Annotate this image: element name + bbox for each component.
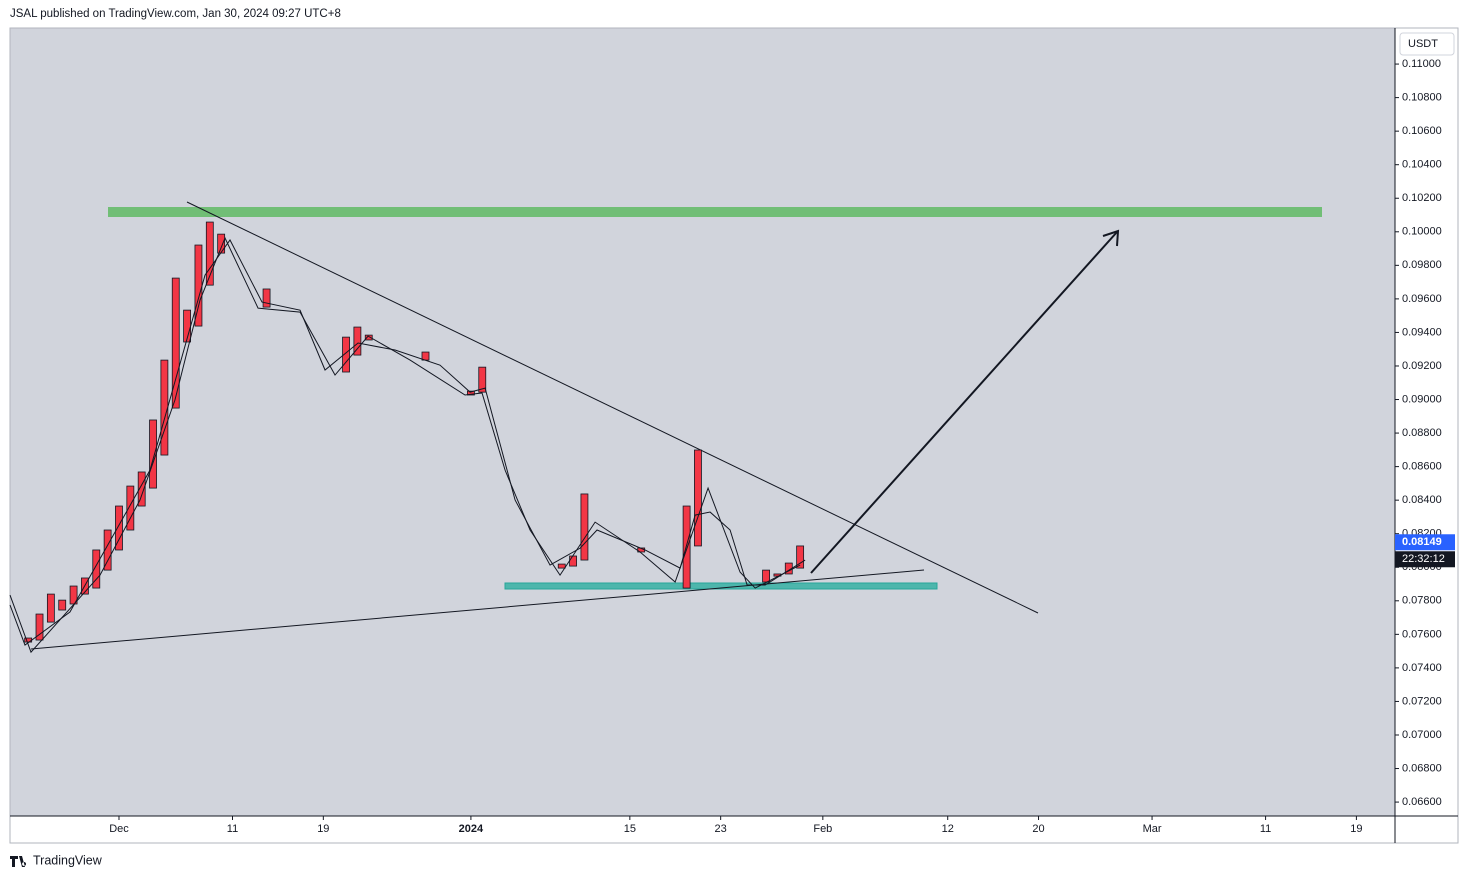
x-tick-label: 2024 bbox=[459, 823, 484, 835]
y-tick-label: 0.08800 bbox=[1402, 427, 1442, 439]
plot bbox=[9, 201, 1322, 654]
candle-body bbox=[171, 277, 180, 409]
candle-body bbox=[58, 599, 67, 611]
candle-body bbox=[126, 485, 135, 531]
x-tick-label: 11 bbox=[227, 823, 238, 835]
last-price-box bbox=[1395, 534, 1455, 551]
y-tick-label: 0.10200 bbox=[1402, 192, 1442, 204]
candle-body bbox=[467, 390, 475, 396]
y-tick-label: 0.06600 bbox=[1402, 796, 1442, 808]
moving-average bbox=[9, 239, 806, 646]
x-tick-label: Dec bbox=[109, 823, 129, 835]
candle-body bbox=[115, 505, 123, 551]
y-tick-label: 0.09600 bbox=[1402, 293, 1442, 305]
candle-body bbox=[262, 288, 271, 308]
y-tick-label: 0.09400 bbox=[1402, 326, 1442, 338]
header: JSAL published on TradingView.com, Jan 3… bbox=[10, 8, 341, 20]
candle-body bbox=[342, 336, 350, 373]
candle-body bbox=[796, 545, 805, 569]
candle-body bbox=[364, 334, 373, 341]
candle-body bbox=[137, 471, 146, 507]
y-tick-label: 0.07600 bbox=[1402, 628, 1442, 640]
candle-body bbox=[762, 569, 770, 583]
candle-body bbox=[205, 221, 214, 286]
candle-body bbox=[194, 244, 203, 327]
x-tick-label: Feb bbox=[813, 823, 832, 835]
candle-body bbox=[217, 233, 226, 254]
candle-body bbox=[92, 549, 101, 589]
candle-body bbox=[160, 359, 169, 456]
y-tick-label: 0.10600 bbox=[1402, 125, 1442, 137]
y-tick-label: 0.06800 bbox=[1402, 762, 1442, 774]
support-zone bbox=[504, 582, 938, 590]
arrow bbox=[810, 231, 1118, 574]
resistance-zone bbox=[108, 207, 1322, 217]
y-tick-label: 0.10800 bbox=[1402, 92, 1442, 104]
x-tick-label: 15 bbox=[624, 823, 636, 835]
candle-body bbox=[421, 351, 430, 361]
y-tick-label: 0.09200 bbox=[1402, 360, 1442, 372]
candle-body bbox=[353, 326, 362, 356]
candle-body bbox=[103, 529, 112, 571]
currency: USDT bbox=[1408, 38, 1438, 50]
trend-line bbox=[186, 201, 1039, 614]
candle-body bbox=[569, 555, 577, 567]
x-tick-label: 19 bbox=[317, 823, 329, 835]
y-tick-label: 0.07200 bbox=[1402, 695, 1442, 707]
countdown-box bbox=[1395, 551, 1455, 568]
y-tick-label: 0.08400 bbox=[1402, 494, 1442, 506]
y-tick-label: 0.07800 bbox=[1402, 595, 1442, 607]
y-tick-label: 0.09800 bbox=[1402, 259, 1442, 271]
arrow-head bbox=[1102, 229, 1120, 247]
x-tick-label: 23 bbox=[715, 823, 727, 835]
x-tick-label: 20 bbox=[1032, 823, 1044, 835]
frame bbox=[9, 27, 1459, 844]
candle-body bbox=[694, 449, 702, 547]
brand: TradingView bbox=[33, 853, 103, 867]
candle-body bbox=[478, 366, 487, 393]
currency-box[interactable] bbox=[1399, 32, 1455, 56]
y-tick-label: 0.10400 bbox=[1402, 159, 1442, 171]
candle-body bbox=[580, 493, 589, 561]
x-tick-label: 11 bbox=[1260, 823, 1271, 835]
countdown: 22:32:12 bbox=[1402, 553, 1445, 565]
candle-body bbox=[35, 613, 44, 641]
y-tick-label: 0.08600 bbox=[1402, 461, 1442, 473]
y-tick-label: 0.10000 bbox=[1402, 226, 1442, 238]
x-tick-label: Mar bbox=[1143, 823, 1162, 835]
y-tick-label: 0.07000 bbox=[1402, 729, 1442, 741]
last-price: 0.08149 bbox=[1402, 536, 1442, 548]
candle-body bbox=[46, 593, 55, 623]
plot-background bbox=[10, 28, 1395, 816]
candle-body bbox=[149, 419, 157, 489]
trend-line bbox=[30, 569, 925, 650]
x-tick-label: 19 bbox=[1350, 823, 1362, 835]
y-tick-label: 0.09000 bbox=[1402, 393, 1442, 405]
brand-logo bbox=[10, 856, 27, 867]
y-tick-label: 0.07400 bbox=[1402, 662, 1442, 674]
x-tick-label: 12 bbox=[942, 823, 954, 835]
y-tick-label: 0.11000 bbox=[1402, 58, 1441, 70]
candle-body bbox=[557, 563, 566, 569]
